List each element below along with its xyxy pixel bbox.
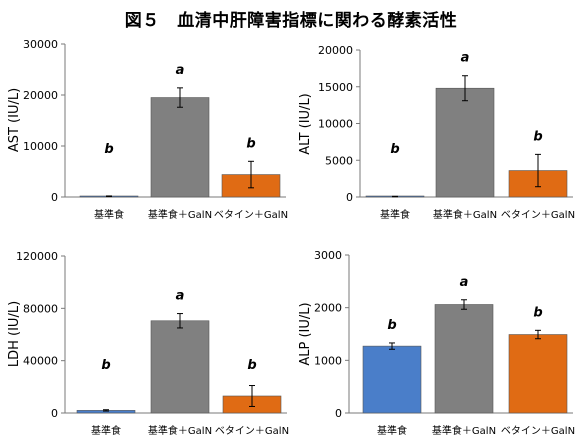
alt-y-axis-label: ALT (IU/L)	[298, 93, 313, 155]
alt-y-tick-label: 10000	[318, 118, 353, 131]
ast-y-tick-label: 20000	[23, 89, 58, 102]
alp-significance-label: b	[387, 318, 396, 333]
ldh-significance-label: b	[101, 358, 110, 373]
ldh-category-label: 基準食＋GalN	[148, 424, 212, 437]
alt-significance-label: a	[461, 51, 470, 66]
ast-y-axis-label: AST (IU/L)	[7, 88, 22, 152]
ldh-y-axis-label: LDH (IU/L)	[7, 301, 22, 367]
alp-bar	[434, 304, 494, 414]
ldh-y-tick-label: 120000	[16, 250, 58, 263]
ldh-y-tick-label: 80000	[23, 302, 58, 315]
chart-panel-ldh: 0 40000 80000 120000 LDH (IU/L) b 基準食 a 基準食＋GalN…	[7, 250, 289, 437]
alt-significance-label: b	[533, 129, 542, 144]
alp-category-label: ベタイン＋GalN	[501, 425, 575, 437]
alp-y-tick-label: 1000	[314, 354, 342, 367]
ldh-category-label: ベタイン＋GalN	[215, 425, 289, 437]
ldh-bar	[150, 320, 210, 414]
figure-title: 図５ 血清中肝障害指標に関わる酵素活性	[124, 11, 458, 31]
ast-bar	[150, 97, 210, 198]
alp-y-axis-label: ALP (IU/L)	[298, 302, 313, 365]
alt-y-tick-label: 0	[346, 191, 353, 204]
ast-significance-label: a	[176, 63, 185, 78]
ldh-category-label: 基準食	[91, 424, 121, 437]
alp-y-tick-label: 0	[335, 407, 342, 420]
alt-category-label: ベタイン＋GalN	[501, 209, 575, 221]
alt-y-tick-label: 5000	[325, 154, 353, 167]
alp-y-tick-label: 2000	[314, 302, 342, 315]
alp-bar	[508, 334, 568, 414]
alt-significance-label: b	[390, 142, 399, 157]
alt-category-label: 基準食	[380, 208, 410, 221]
ldh-y-tick-label: 40000	[23, 355, 58, 368]
ldh-significance-label: b	[247, 358, 256, 373]
alp-category-label: 基準食＋GalN	[432, 424, 496, 437]
ldh-significance-label: a	[176, 289, 185, 304]
ldh-y-tick-label: 0	[51, 407, 58, 420]
alt-category-label: 基準食＋GalN	[433, 208, 497, 221]
alt-bar	[435, 87, 495, 198]
ast-y-tick-label: 0	[51, 191, 58, 204]
ast-category-label: 基準食＋GalN	[148, 208, 212, 221]
alt-y-tick-label: 15000	[318, 81, 353, 94]
ast-category-label: 基準食	[94, 208, 124, 221]
alp-significance-label: a	[460, 275, 469, 290]
chart-panel-alp: 0 1000 2000 3000 ALP (IU/L) b 基準食 a 基準食＋GalN b ベタイ…	[298, 249, 575, 437]
ast-significance-label: b	[246, 136, 255, 151]
alp-bar	[362, 345, 422, 414]
alp-category-label: 基準食	[377, 424, 407, 437]
alp-significance-label: b	[533, 305, 542, 320]
alt-y-tick-label: 20000	[318, 44, 353, 57]
chart-panel-alt: 0 5000 10000 15000 20000 ALT (IU/L) b 基準食 a 基準食＋G…	[298, 44, 575, 221]
ast-category-label: ベタイン＋GalN	[214, 209, 288, 221]
ast-significance-label: b	[104, 142, 113, 157]
alp-y-tick-label: 3000	[314, 249, 342, 262]
ast-y-tick-label: 10000	[23, 140, 58, 153]
chart-panel-ast: 0 10000 20000 30000 AST (IU/L) b 基準食 a 基準食＋GalN b…	[7, 38, 288, 221]
ast-y-tick-label: 30000	[23, 38, 58, 51]
